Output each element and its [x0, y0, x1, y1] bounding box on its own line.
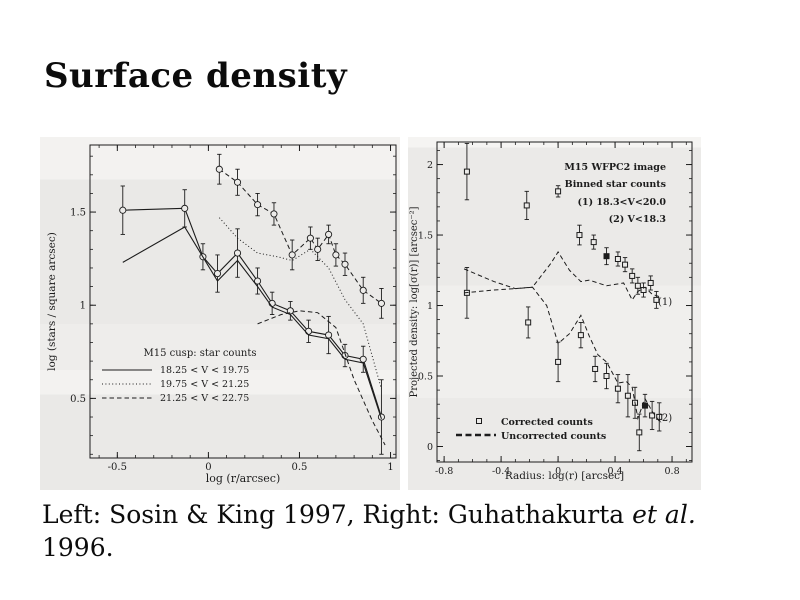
svg-text:Uncorrected counts: Uncorrected counts	[501, 431, 606, 442]
svg-text:log (stars / square arcsec): log (stars / square arcsec)	[46, 232, 58, 371]
svg-text:1: 1	[387, 462, 393, 473]
right-plot-svg: -0.8 -0.4 0 0.4 0.8 0 0.5 1 1.5 2 Radius: log(r) […	[409, 141, 693, 482]
svg-text:(2): (2)	[658, 413, 672, 424]
svg-text:2: 2	[427, 160, 433, 171]
svg-text:-0.8: -0.8	[435, 466, 453, 477]
svg-text:-0.5: -0.5	[108, 462, 127, 473]
svg-text:21.25 < V < 22.75: 21.25 < V < 22.75	[160, 393, 249, 404]
svg-text:0: 0	[555, 466, 561, 477]
svg-text:1: 1	[427, 301, 433, 312]
svg-text:18.25 < V < 19.75: 18.25 < V < 19.75	[160, 365, 249, 376]
svg-text:(1): (1)	[658, 297, 672, 308]
svg-text:Corrected counts: Corrected counts	[501, 417, 593, 428]
svg-text:Binned star counts: Binned star counts	[565, 179, 666, 190]
svg-text:1: 1	[80, 301, 86, 312]
svg-text:0.5: 0.5	[292, 462, 308, 473]
right-plot-figure: -0.8 -0.4 0 0.4 0.8 0 0.5 1 1.5 2 Radius: log(r) […	[408, 137, 701, 490]
svg-text:0.8: 0.8	[665, 466, 680, 477]
slide-title: Surface density	[44, 56, 348, 96]
left-plot-figure: -0.5 0 0.5 1 0.5 1 1.5 log (r/arcsec) log (stars…	[40, 137, 400, 490]
left-plot-svg: -0.5 0 0.5 1 0.5 1 1.5 log (r/arcsec) log (stars…	[46, 144, 397, 485]
svg-text:0.5: 0.5	[70, 394, 86, 405]
svg-text:1.5: 1.5	[418, 231, 433, 242]
svg-text:(1) 18.3<V<20.0: (1) 18.3<V<20.0	[578, 197, 667, 208]
svg-text:0.5: 0.5	[418, 372, 433, 383]
caption-line1: Left: Sosin & King 1997, Right: Guhathak…	[42, 500, 633, 529]
svg-text:0: 0	[427, 442, 433, 453]
caption-line2: 1996.	[42, 533, 114, 562]
svg-text:log (r/arcsec): log (r/arcsec)	[206, 472, 281, 485]
caption: Left: Sosin & King 1997, Right: Guhathak…	[42, 498, 782, 564]
svg-text:Radius: log(r) [arcsec]: Radius: log(r) [arcsec]	[505, 470, 624, 482]
caption-et-al: et al.	[632, 500, 696, 529]
svg-text:-0.4: -0.4	[492, 466, 510, 477]
svg-text:0.4: 0.4	[608, 466, 623, 477]
svg-text:0: 0	[205, 462, 211, 473]
svg-text:1.5: 1.5	[70, 208, 86, 219]
svg-text:19.75 < V < 21.25: 19.75 < V < 21.25	[160, 379, 249, 390]
svg-text:Projected density: log[σ(r)] [: Projected density: log[σ(r)] [arcsec⁻²]	[409, 206, 420, 397]
svg-text:M15 WFPC2 image: M15 WFPC2 image	[564, 162, 666, 173]
svg-text:(2) V<18.3: (2) V<18.3	[609, 214, 666, 225]
plots-row: -0.5 0 0.5 1 0.5 1 1.5 log (r/arcsec) log (stars…	[0, 137, 800, 490]
svg-text:M15 cusp: star counts: M15 cusp: star counts	[144, 348, 257, 359]
